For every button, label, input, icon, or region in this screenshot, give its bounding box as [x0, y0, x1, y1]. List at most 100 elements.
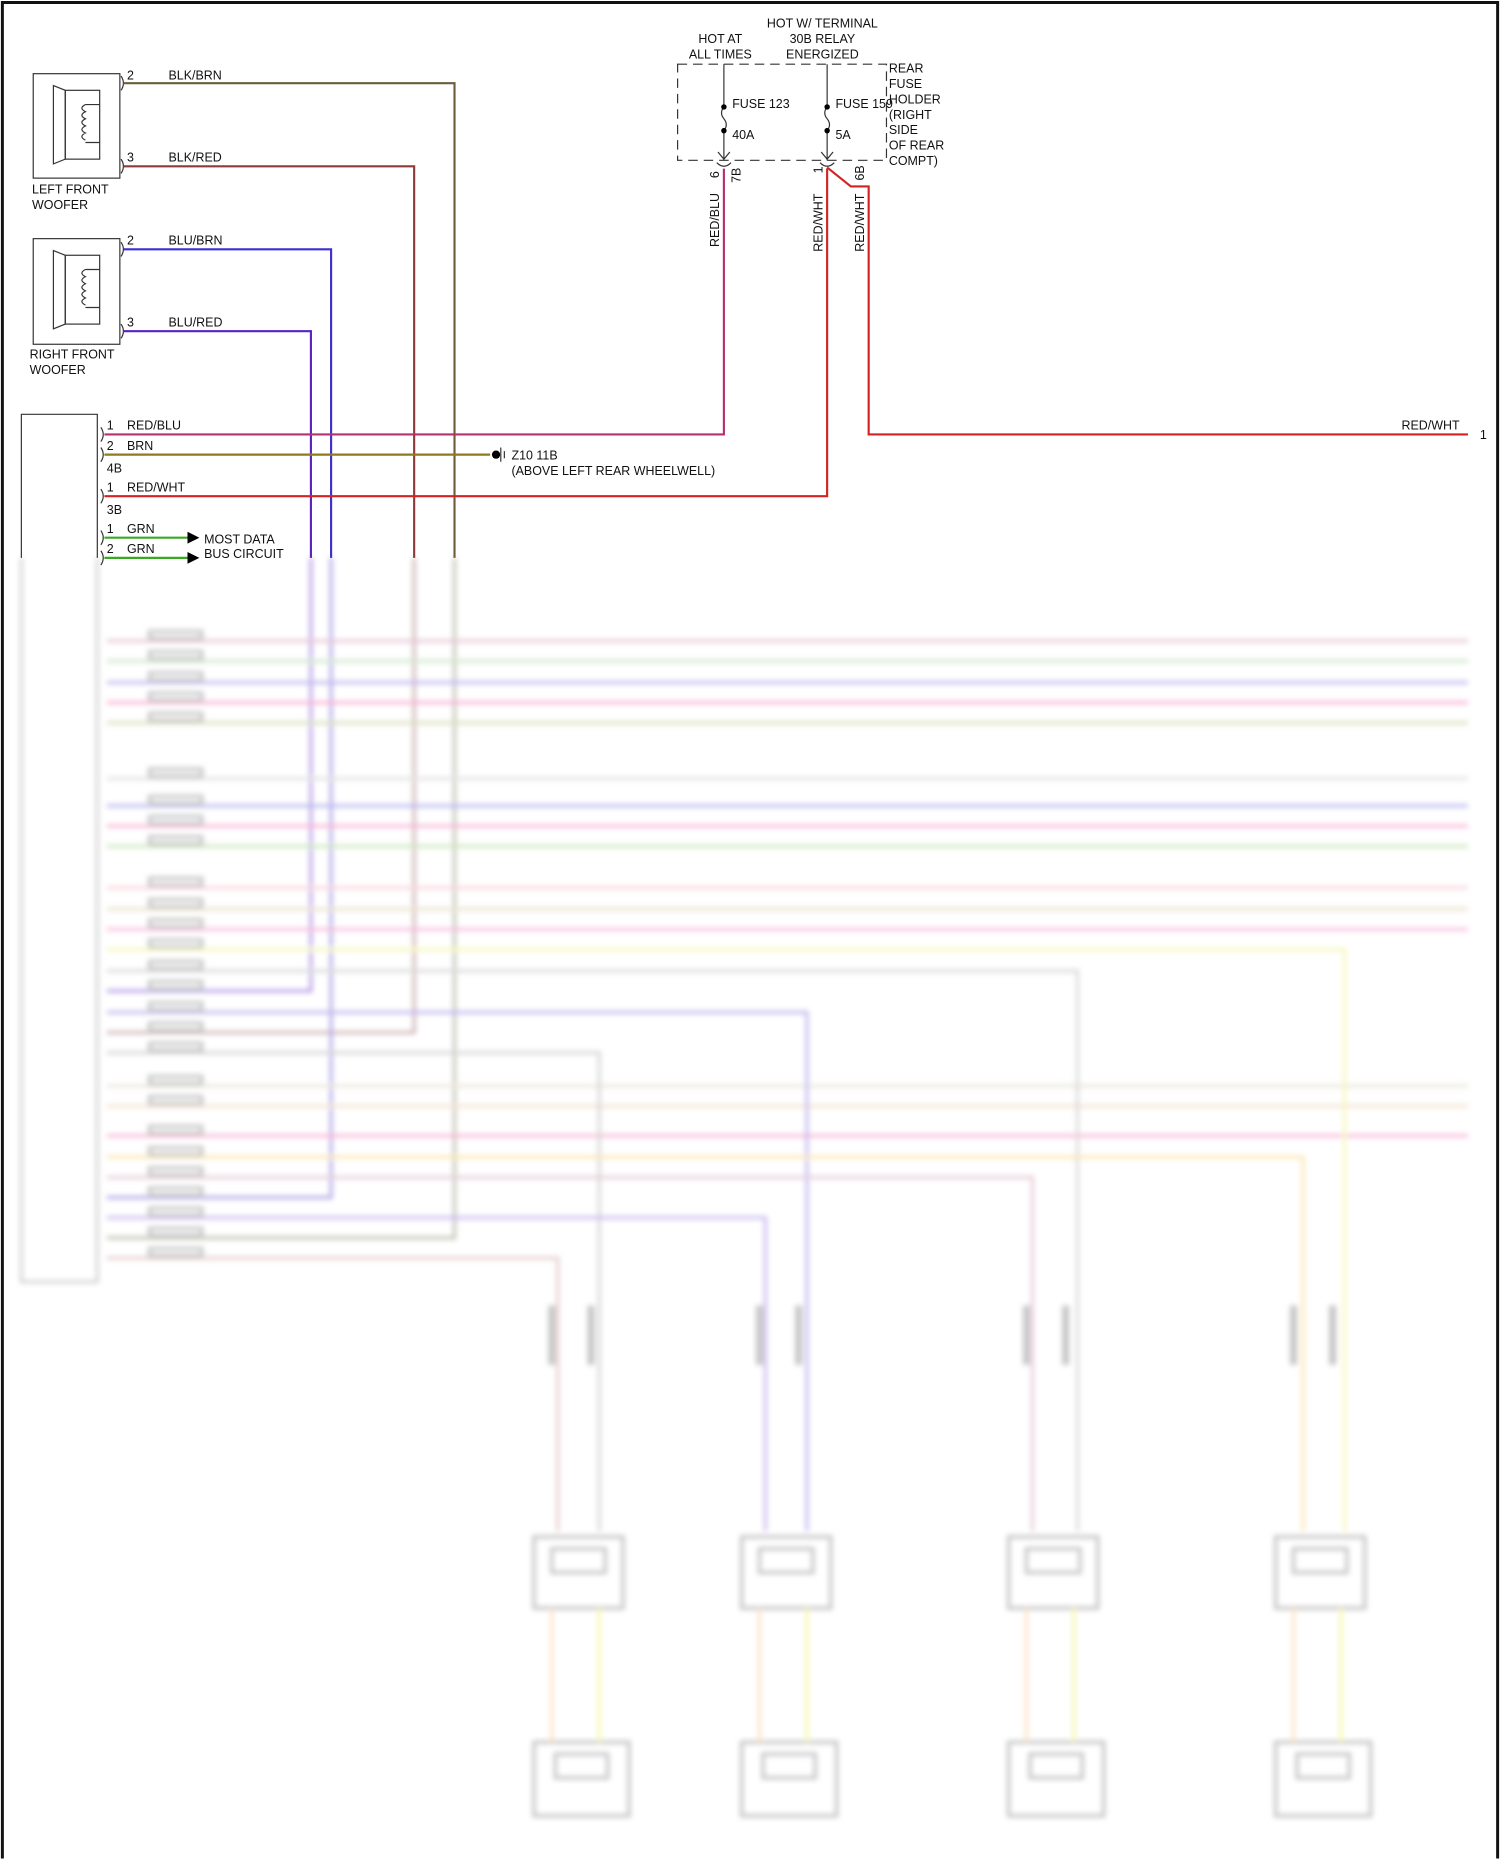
obscured-wire-label: [147, 767, 204, 779]
obscured-wire-label: [147, 1226, 204, 1238]
obscured-wire-label: [147, 1074, 204, 1086]
obscured-wire-label: [147, 814, 204, 826]
amplifier-module: 1 RED/BLU 2 BRN 4B 1 RED/WHT 3B 1 GRN 2 …: [20, 413, 284, 566]
pin-number: 1: [107, 480, 114, 494]
pin-number: 2: [127, 234, 134, 248]
wire-blu-brn: [123, 248, 333, 558]
connector-label: 3B: [107, 503, 122, 517]
module-outline: [20, 557, 99, 1283]
speaker-icon: [52, 249, 101, 330]
obscured-wire: [106, 1155, 1305, 1531]
obscured-wire-label: [147, 1145, 204, 1157]
fuse-holder-label: SIDE: [889, 123, 918, 137]
wire-blk-brn: [123, 82, 456, 558]
wire-label: GRN: [127, 522, 155, 536]
wire-label: BLU/BRN: [169, 234, 223, 248]
obscured-wire-label: [147, 897, 204, 909]
power-source-label: HOT AT: [698, 32, 742, 46]
fuse-rating: 40A: [732, 128, 755, 142]
obscured-wire: [106, 1175, 1034, 1531]
obscured-wire-label: [147, 1021, 204, 1032]
wire-label: RED/BLU: [708, 193, 722, 247]
obscured-wire-label: [1289, 1305, 1337, 1365]
obscured-wire-label: [147, 1246, 204, 1258]
obscured-component: [1273, 1535, 1367, 1610]
component-label: RIGHT FRONT: [30, 348, 115, 362]
obscured-component: [1006, 1740, 1106, 1818]
obscured-wire-label: [147, 1001, 204, 1012]
wire-label: RED/WHT: [127, 480, 185, 494]
ground-point: Z10 11B (ABOVE LEFT REAR WHEELWELL): [491, 447, 715, 478]
obscured-component: [739, 1740, 839, 1818]
obscured-wire: [106, 557, 313, 993]
obscured-component: [1006, 1535, 1100, 1610]
component-label: LEFT FRONT: [32, 183, 109, 197]
fuse-holder-label: (RIGHT: [889, 108, 932, 122]
connector-label: 4B: [107, 461, 122, 475]
arrow-icon: [187, 551, 200, 564]
pin-number: 2: [107, 542, 114, 556]
obscured-wire-label: [147, 1041, 204, 1053]
speaker-icon: [52, 84, 101, 165]
wire-red-wht: [104, 168, 829, 498]
fuse-holder-label: REAR: [889, 62, 924, 76]
pin-number: 3: [127, 151, 134, 165]
ground-id: Z10 11B: [511, 448, 557, 462]
ground-icon: [491, 450, 501, 459]
most-bus-label: MOST DATA: [204, 533, 275, 547]
wire-label: RED/WHT: [853, 193, 867, 251]
obscured-wire-label: [147, 918, 204, 929]
obscured-component-detail: [1295, 1752, 1352, 1780]
obscured-wire-label: [147, 671, 204, 682]
fuse-holder-label: COMPT): [889, 154, 938, 168]
wire-label: BRN: [127, 439, 153, 453]
connector-label: 7B: [730, 168, 744, 183]
wire-label: BLU/RED: [169, 315, 223, 329]
most-bus-label: BUS CIRCUIT: [204, 547, 284, 561]
wire-label: RED/WHT: [811, 193, 825, 251]
obscured-component: [532, 1740, 631, 1818]
wire-blu-red: [123, 330, 312, 558]
component-label: WOOFER: [32, 198, 88, 212]
arrow-icon: [187, 531, 200, 544]
obscured-wire-label: [147, 629, 204, 641]
pin-number: 6: [708, 171, 722, 178]
power-source-label: ALL TIMES: [689, 47, 752, 61]
obscured-component: [739, 1535, 833, 1610]
obscured-wire: [106, 1256, 560, 1531]
pin-number: 1: [107, 522, 114, 536]
pin-number: 1: [811, 166, 825, 173]
obscured-wire-label: [755, 1305, 803, 1365]
obscured-component-detail: [761, 1752, 818, 1780]
obscured-lower-diagram: [20, 557, 1468, 1818]
obscured-component-detail: [757, 1546, 815, 1575]
obscured-wire-label: [147, 876, 204, 888]
obscured-component-detail: [1024, 1546, 1082, 1575]
pin-number: 2: [127, 69, 134, 83]
pin-number: 1: [107, 419, 114, 433]
obscured-wire: [106, 1216, 767, 1531]
fuse-holder-label: HOLDER: [889, 92, 941, 106]
obscured-wire-label: [147, 938, 204, 949]
power-source-label: HOT W/ TERMINAL: [767, 16, 878, 30]
fuse-holder-label: FUSE: [889, 77, 922, 91]
pin-number: 2: [107, 439, 114, 453]
obscured-wire: [106, 969, 1080, 1531]
obscured-wire-label: [147, 959, 204, 971]
obscured-wire-label: [147, 794, 204, 806]
obscured-wire: [106, 1051, 601, 1531]
connector-label: 6B: [853, 165, 867, 180]
obscured-wire: [106, 557, 416, 1035]
left-front-woofer: LEFT FRONT WOOFER 2 BLK/BRN 3 BLK/RED: [32, 69, 222, 212]
fuse-name: FUSE 159: [835, 97, 893, 111]
obscured-wire-label: [147, 1124, 204, 1136]
component-label: WOOFER: [30, 363, 86, 377]
obscured-component-detail: [1028, 1752, 1085, 1780]
power-source-label: 30B RELAY: [790, 32, 856, 46]
obscured-component: [532, 1535, 625, 1610]
wire-label: BLK/BRN: [169, 69, 222, 83]
obscured-wire-label: [147, 1166, 204, 1177]
obscured-wire-label: [147, 979, 204, 991]
obscured-wire-label: [147, 1186, 204, 1197]
